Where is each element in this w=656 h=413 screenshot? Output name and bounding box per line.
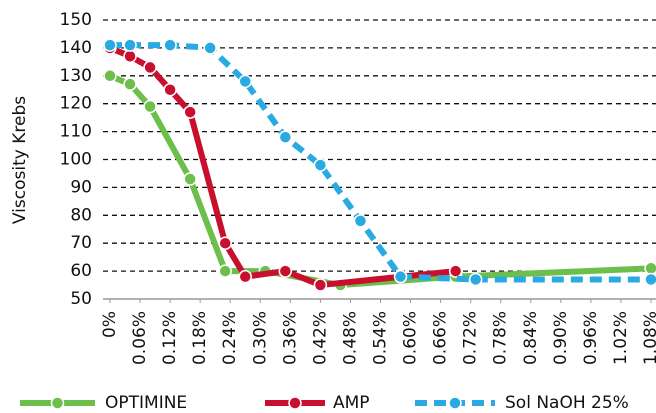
y-tick-label: 140 <box>60 38 92 58</box>
data-point <box>218 236 232 250</box>
data-point <box>313 158 328 172</box>
y-tick-label: 100 <box>60 150 92 170</box>
x-tick-label: 0.36% <box>280 311 300 365</box>
x-tick-label: 1.02% <box>611 311 631 365</box>
data-point <box>218 264 232 278</box>
x-tick-label: 0.18% <box>190 311 210 365</box>
data-point <box>353 214 368 228</box>
y-tick-label: 110 <box>60 122 92 142</box>
x-tick-label: 0.24% <box>220 311 240 365</box>
x-tick-label: 0.06% <box>130 311 150 365</box>
x-tick-label: 0.96% <box>581 311 601 365</box>
series-line <box>108 45 456 289</box>
data-point <box>143 60 157 75</box>
data-point <box>238 74 252 89</box>
data-point <box>163 83 177 97</box>
x-tick-label: 0.30% <box>250 311 270 365</box>
legend-marker <box>448 396 462 410</box>
legend-label: AMP <box>333 393 370 413</box>
legend-marker <box>50 396 65 410</box>
data-point <box>468 272 483 287</box>
y-tick-label: 150 <box>60 10 92 30</box>
y-tick-label: 120 <box>60 94 92 114</box>
data-point <box>123 49 137 64</box>
data-point <box>393 269 408 284</box>
data-point <box>238 269 252 284</box>
data-point <box>278 264 293 278</box>
x-tick-label: 0.66% <box>431 311 451 365</box>
data-point <box>103 38 117 52</box>
y-tick-label: 130 <box>60 66 92 86</box>
x-tick-label: 0.78% <box>491 311 511 365</box>
data-point <box>644 261 656 276</box>
data-point <box>278 130 293 144</box>
x-tick-label: 0.12% <box>160 311 180 365</box>
data-point <box>143 99 157 114</box>
y-axis-label: Viscosity Krebs <box>10 96 30 224</box>
data-point <box>163 38 177 52</box>
x-tick-label: 0.42% <box>310 311 330 365</box>
x-tick-label: 0.72% <box>461 311 481 365</box>
series-line <box>110 42 651 283</box>
y-tick-label: 50 <box>70 289 92 309</box>
data-point <box>183 105 197 119</box>
legend-label: Sol NaOH 25% <box>505 393 629 413</box>
y-tick-label: 70 <box>70 233 92 253</box>
x-tick-label: 0.90% <box>551 311 571 365</box>
x-tick-label: 0.60% <box>401 311 421 365</box>
data-point <box>183 172 197 186</box>
x-tick-label: 0.48% <box>340 311 360 365</box>
x-tick-label: 0% <box>100 311 120 338</box>
x-tick-label: 1.08% <box>641 311 656 365</box>
x-tick-label: 0.54% <box>371 311 391 365</box>
data-point <box>203 41 217 55</box>
data-point <box>644 272 656 287</box>
legend-marker <box>288 396 302 410</box>
legend-label: OPTIMINE <box>105 393 187 413</box>
x-tick-label: 0.84% <box>521 311 541 365</box>
data-point <box>123 38 137 52</box>
data-point <box>313 278 328 292</box>
y-tick-label: 60 <box>70 261 92 281</box>
data-point <box>448 264 463 278</box>
data-point <box>123 77 137 91</box>
data-point <box>103 69 117 83</box>
y-tick-label: 80 <box>70 205 92 225</box>
y-tick-label: 90 <box>70 177 92 197</box>
